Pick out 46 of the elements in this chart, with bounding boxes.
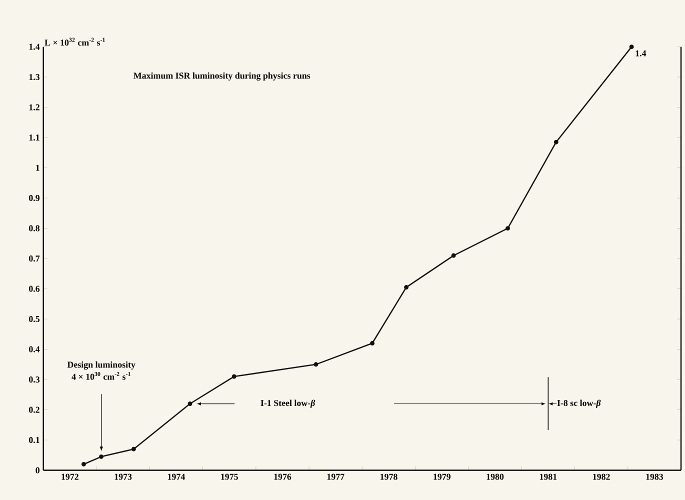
annotation: 4 × 10$^{30}$ cm$^{-2}$ s$^{-1}$ bbox=[72, 372, 130, 380]
x-tick-label: 1979 bbox=[434, 474, 450, 480]
y-tick-label: 1 bbox=[36, 164, 40, 171]
point bbox=[81, 462, 86, 466]
x-tick-label: 1983 bbox=[646, 474, 664, 480]
x-tick-label: 1978 bbox=[380, 474, 398, 480]
x-tick-label: 1982 bbox=[593, 474, 610, 480]
y-tick-label: 0.1 bbox=[29, 436, 40, 443]
x-tick-label: 1974 bbox=[168, 474, 185, 480]
point bbox=[629, 44, 634, 49]
x-tick-label: 1977 bbox=[327, 474, 344, 480]
x-tick-label: 1981 bbox=[540, 474, 557, 480]
annotation: Design luminosity bbox=[67, 361, 136, 370]
point bbox=[451, 253, 456, 258]
y-tick-label: 0.2 bbox=[29, 406, 40, 413]
data-label: 1.4 bbox=[636, 50, 646, 56]
x-tick-label: 1976 bbox=[274, 474, 292, 480]
x-tick-label: 1972 bbox=[62, 474, 78, 480]
point bbox=[131, 446, 136, 452]
point bbox=[554, 140, 558, 144]
annotation: I-1 Steel low-β bbox=[260, 400, 316, 408]
point bbox=[232, 374, 236, 379]
x-tick-label: 1980 bbox=[486, 474, 504, 480]
point bbox=[404, 284, 409, 290]
x-tick-label: 1973 bbox=[114, 474, 132, 480]
point bbox=[99, 454, 104, 459]
point bbox=[370, 340, 375, 346]
point bbox=[188, 401, 192, 406]
y-tick-label: 1.4 bbox=[29, 44, 40, 50]
y-axis-title: L × 10$^{32}$ cm$^{-2}$ s$^{-1}$ bbox=[44, 38, 105, 46]
text: Maximum ISR luminosity during physics runs bbox=[134, 72, 310, 80]
y-tick-label: 1.2 bbox=[29, 104, 40, 110]
y-tick-label: 0 bbox=[36, 467, 40, 474]
y-tick-label: 0.6 bbox=[29, 286, 40, 292]
y-tick-label: 0.5 bbox=[29, 316, 40, 322]
y-tick-label: 0.9 bbox=[29, 194, 40, 202]
annotation: I-8 sc low-β bbox=[557, 400, 601, 408]
y-tick-label: 0.7 bbox=[29, 255, 40, 262]
y-tick-label: 0.4 bbox=[29, 346, 40, 352]
y-tick-label: 0.3 bbox=[29, 376, 40, 382]
point bbox=[506, 226, 510, 230]
y-tick-label: 1.3 bbox=[29, 74, 40, 80]
y-tick-label: 1.1 bbox=[29, 134, 40, 140]
y-tick-label: 0.8 bbox=[29, 225, 40, 232]
point bbox=[314, 362, 318, 367]
x-tick-label: 1975 bbox=[221, 474, 238, 480]
